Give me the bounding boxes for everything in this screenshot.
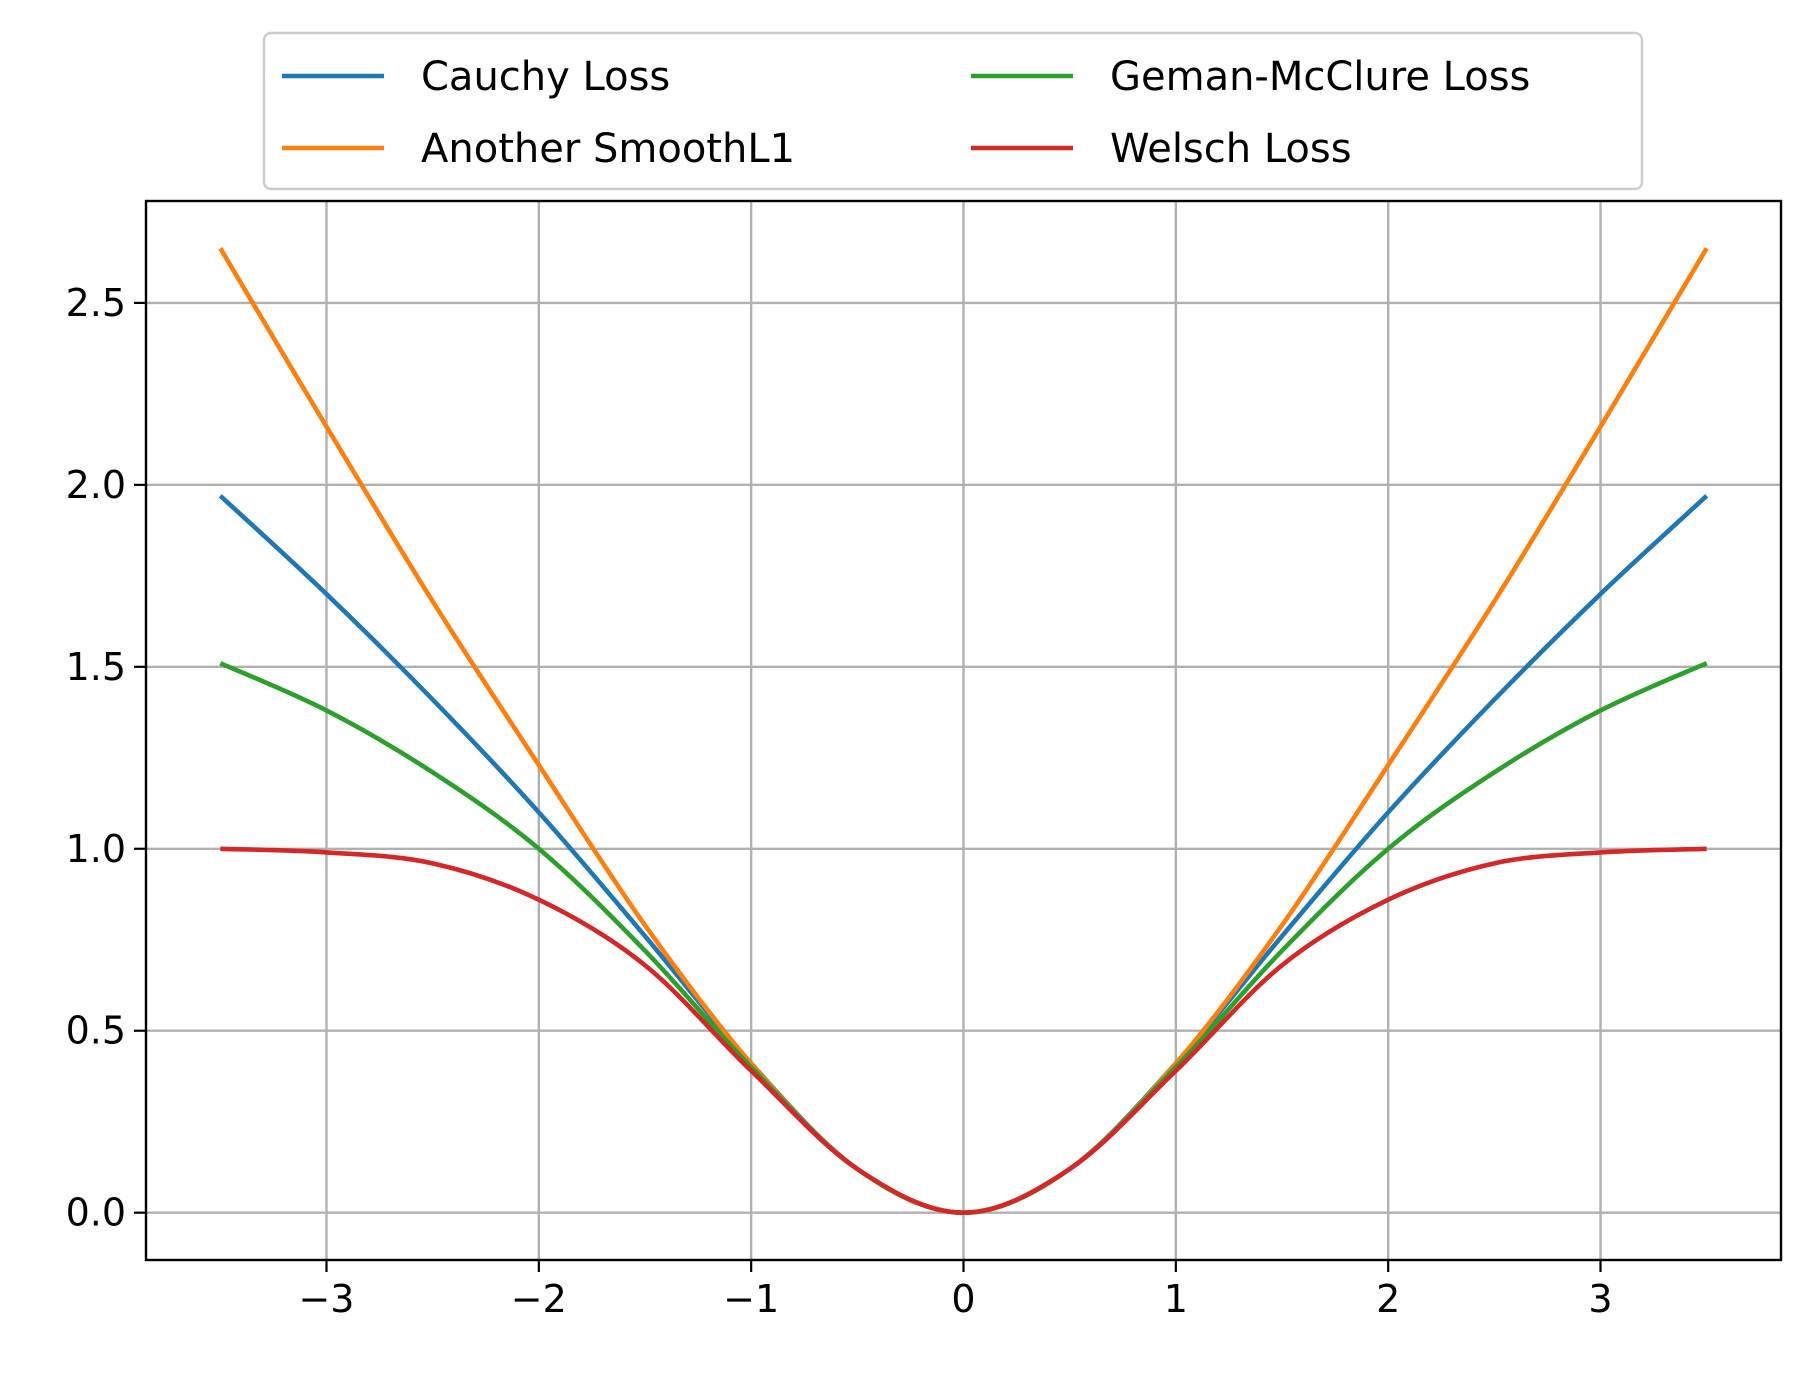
x-tick-label: 0 — [951, 1277, 975, 1321]
legend-items: Cauchy Loss Another SmoothL1 Geman-McClure… — [282, 54, 1530, 172]
x-tick-label: 2 — [1376, 1277, 1400, 1321]
y-tick-label: 0.5 — [66, 1009, 126, 1053]
x-tick-label: −1 — [723, 1277, 779, 1321]
x-tick-label: 3 — [1588, 1277, 1612, 1321]
legend-box — [262, 31, 1644, 191]
y-tick-label: 2.0 — [66, 463, 126, 507]
y-tick-label: 2.5 — [66, 281, 126, 325]
grid-layer — [146, 201, 1781, 1260]
legend-item-welsch-loss: Welsch Loss — [971, 126, 1352, 172]
x-tick-label: 1 — [1164, 1277, 1188, 1321]
y-tick-label: 0.0 — [66, 1191, 126, 1235]
legend-label: Welsch Loss — [1110, 126, 1352, 172]
y-tick-label: 1.0 — [66, 827, 126, 871]
y-tick-label: 1.5 — [66, 645, 126, 689]
legend-label: Geman-McClure Loss — [1110, 54, 1530, 100]
series-line-welsch-loss — [220, 846, 1707, 1215]
series-layer — [218, 247, 1709, 1215]
legend-label: Cauchy Loss — [421, 54, 670, 100]
tick-layer: −3 −2 −1 0 1 2 3 0.0 0.5 1.0 1.5 2.0 2.5 — [66, 281, 1613, 1321]
x-tick-label: −2 — [511, 1277, 567, 1321]
legend-item-geman-mcclure-loss: Geman-McClure Loss — [971, 54, 1530, 100]
legend-item-cauchy-loss: Cauchy Loss — [282, 54, 670, 100]
legend-item-another-smoothl1: Another SmoothL1 — [282, 126, 795, 172]
legend-label: Another SmoothL1 — [421, 126, 795, 172]
legend: Cauchy Loss Another SmoothL1 Geman-McClure… — [262, 31, 1644, 191]
x-tick-label: −3 — [298, 1277, 354, 1321]
